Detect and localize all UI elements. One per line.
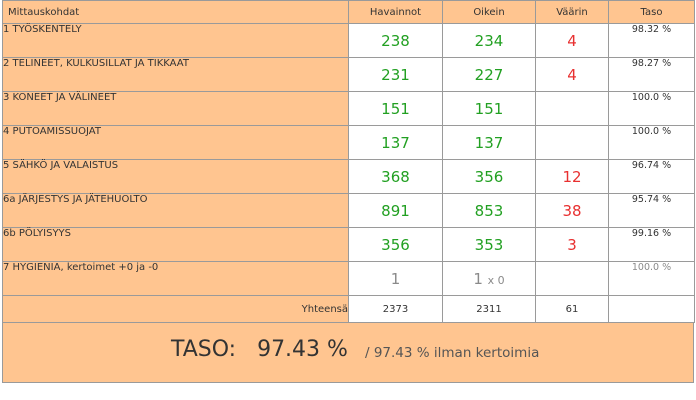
wrong-cell: 4 bbox=[535, 57, 609, 92]
wrong-cell: 12 bbox=[535, 159, 609, 194]
level-cell: 99.16 % bbox=[608, 227, 695, 262]
observations-cell: 137 bbox=[348, 125, 443, 160]
observations-cell: 238 bbox=[348, 23, 443, 58]
table-row: 5 SÄHKÖ JA VALAISTUS 368 356 12 96.74 % bbox=[2, 159, 695, 194]
level-cell: 98.32 % bbox=[608, 23, 695, 58]
observations-cell: 356 bbox=[348, 227, 443, 262]
totals-row: Yhteensä 2373 2311 61 bbox=[2, 295, 695, 323]
level-cell: 100.0 % bbox=[608, 91, 695, 126]
level-cell: 95.74 % bbox=[608, 193, 695, 228]
column-header-correct: Oikein bbox=[442, 0, 536, 24]
correct-cell: 151 bbox=[442, 91, 536, 126]
results-table: Mittauskohdat Havainnot Oikein Väärin Ta… bbox=[2, 0, 695, 323]
observations-cell: 231 bbox=[348, 57, 443, 92]
totals-level bbox=[608, 295, 695, 323]
totals-wrong: 61 bbox=[535, 295, 609, 323]
row-label: 4 PUTOAMISSUOJAT bbox=[2, 125, 349, 160]
column-header-wrong: Väärin bbox=[535, 0, 609, 24]
observations-cell: 151 bbox=[348, 91, 443, 126]
wrong-cell bbox=[535, 261, 609, 296]
observations-cell: 891 bbox=[348, 193, 443, 228]
table-row: 6a JÄRJESTYS JA JÄTEHUOLTO 891 853 38 95… bbox=[2, 193, 695, 228]
table-row: 1 TYÖSKENTELY 238 234 4 98.32 % bbox=[2, 23, 695, 58]
totals-observations: 2373 bbox=[348, 295, 443, 323]
correct-cell: 234 bbox=[442, 23, 536, 58]
row-label: 6a JÄRJESTYS JA JÄTEHUOLTO bbox=[2, 193, 349, 228]
row-label: 7 HYGIENIA, kertoimet +0 ja -0 bbox=[2, 261, 349, 296]
table-header-row: Mittauskohdat Havainnot Oikein Väärin Ta… bbox=[2, 0, 695, 24]
summary-bar: TASO: 97.43 % / 97.43 % ilman kertoimia bbox=[2, 323, 694, 383]
column-header-level: Taso bbox=[608, 0, 695, 24]
correct-cell: 353 bbox=[442, 227, 536, 262]
row-label: 6b PÖLYISYYS bbox=[2, 227, 349, 262]
level-cell: 96.74 % bbox=[608, 159, 695, 194]
wrong-cell: 4 bbox=[535, 23, 609, 58]
correct-cell: 227 bbox=[442, 57, 536, 92]
observations-cell: 368 bbox=[348, 159, 443, 194]
level-cell: 100.0 % bbox=[608, 261, 695, 296]
results-panel: Mittauskohdat Havainnot Oikein Väärin Ta… bbox=[2, 0, 695, 383]
level-cell: 98.27 % bbox=[608, 57, 695, 92]
table-row: 3 KONEET JA VÄLINEET 151 151 100.0 % bbox=[2, 91, 695, 126]
totals-label: Yhteensä bbox=[2, 295, 349, 323]
correct-cell: 137 bbox=[442, 125, 536, 160]
wrong-cell: 38 bbox=[535, 193, 609, 228]
column-header-observations: Havainnot bbox=[348, 0, 443, 24]
correct-cell: 356 bbox=[442, 159, 536, 194]
table-row: 7 HYGIENIA, kertoimet +0 ja -0 1 1 x 0 1… bbox=[2, 261, 695, 296]
wrong-cell bbox=[535, 125, 609, 160]
multiplier-label: x 0 bbox=[487, 273, 505, 287]
wrong-cell bbox=[535, 91, 609, 126]
observations-cell: 1 bbox=[348, 261, 443, 296]
correct-cell: 853 bbox=[442, 193, 536, 228]
column-header-category: Mittauskohdat bbox=[2, 0, 349, 24]
table-row: 6b PÖLYISYYS 356 353 3 99.16 % bbox=[2, 227, 695, 262]
overall-level: TASO: 97.43 % bbox=[171, 337, 348, 362]
table-row: 4 PUTOAMISSUOJAT 137 137 100.0 % bbox=[2, 125, 695, 160]
row-label: 3 KONEET JA VÄLINEET bbox=[2, 91, 349, 126]
level-cell: 100.0 % bbox=[608, 125, 695, 160]
totals-correct: 2311 bbox=[442, 295, 536, 323]
correct-value: 1 bbox=[473, 269, 483, 288]
row-label: 2 TELINEET, KULKUSILLAT JA TIKKAAT bbox=[2, 57, 349, 92]
wrong-cell: 3 bbox=[535, 227, 609, 262]
table-row: 2 TELINEET, KULKUSILLAT JA TIKKAAT 231 2… bbox=[2, 57, 695, 92]
row-label: 5 SÄHKÖ JA VALAISTUS bbox=[2, 159, 349, 194]
row-label: 1 TYÖSKENTELY bbox=[2, 23, 349, 58]
correct-cell: 1 x 0 bbox=[442, 261, 536, 296]
level-without-multipliers: / 97.43 % ilman kertoimia bbox=[365, 345, 540, 361]
